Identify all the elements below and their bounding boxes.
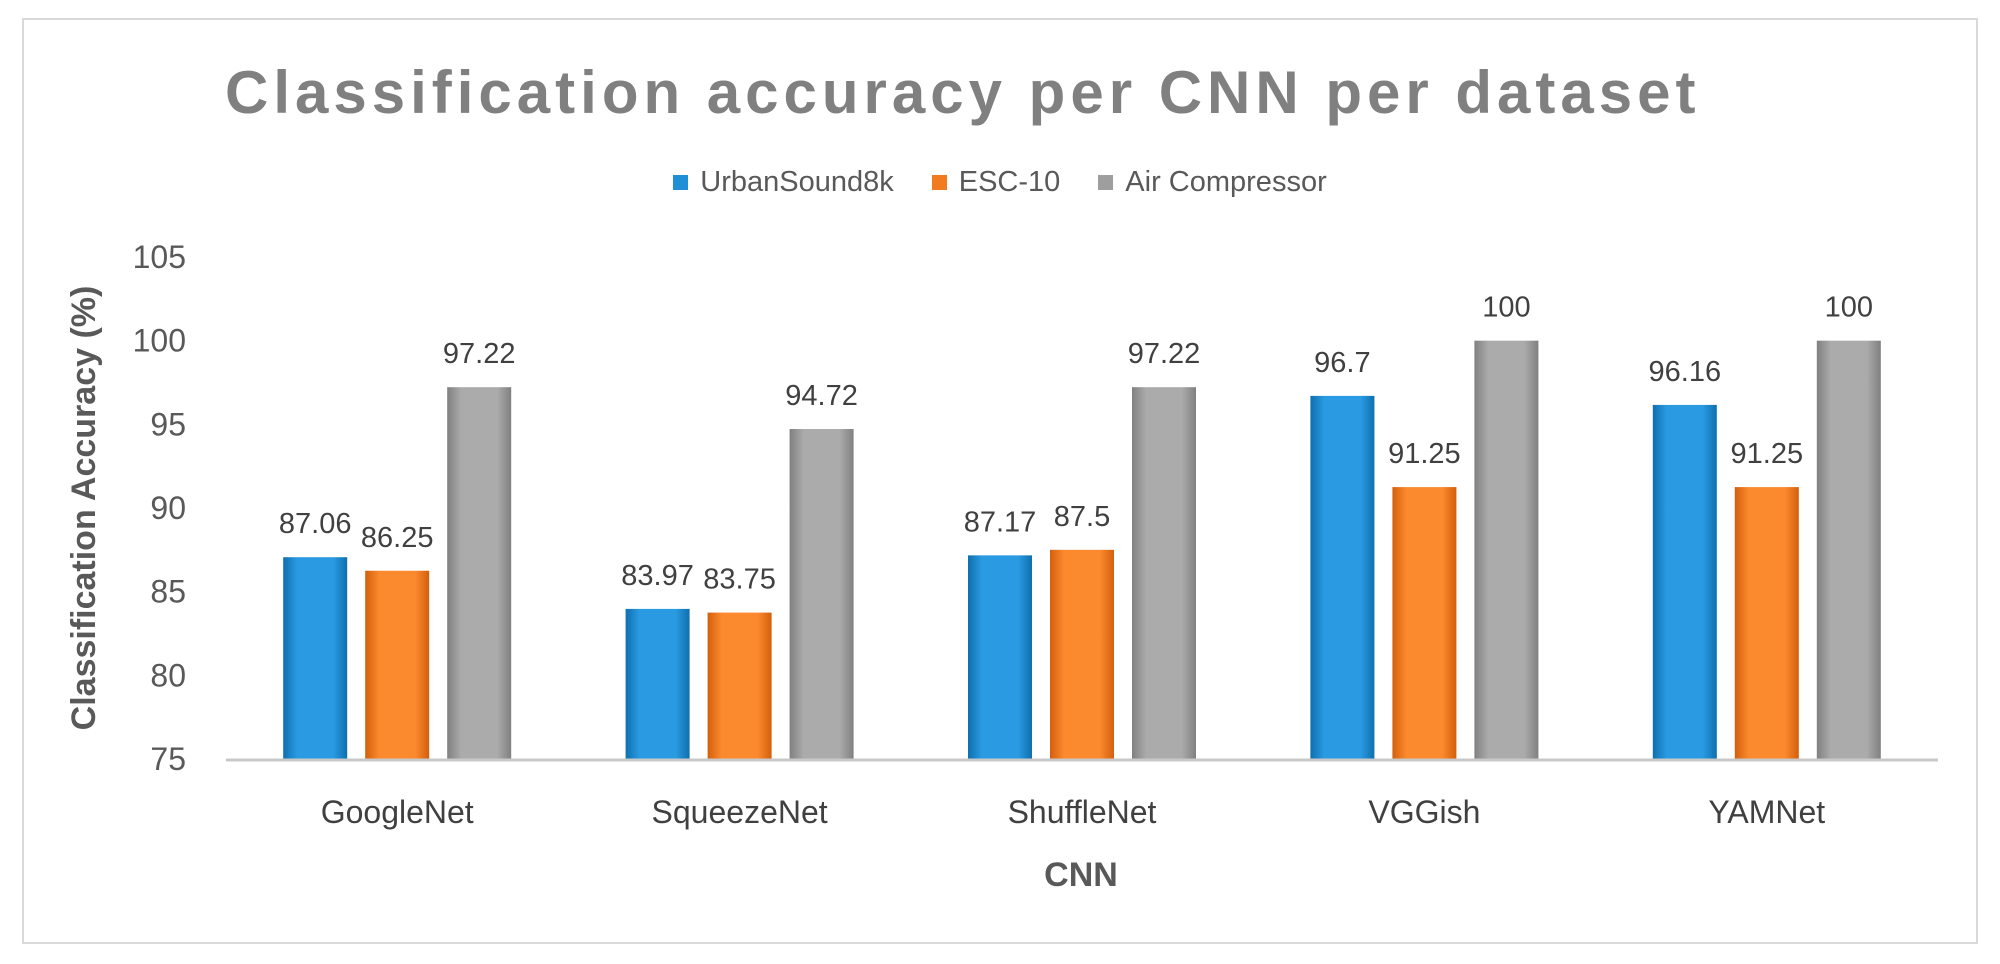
data-label-googlenet-esc-10: 86.25 <box>361 522 434 554</box>
data-label-squeezenet-esc-10: 83.75 <box>703 564 776 596</box>
y-tick-label-95: 95 <box>150 406 186 442</box>
x-tick-label-squeezenet: SqueezeNet <box>652 794 828 830</box>
data-label-vggish-air-compressor: 100 <box>1482 292 1530 324</box>
legend: UrbanSound8k ESC-10 Air Compressor <box>0 166 2000 199</box>
data-label-yamnet-urbansound8k: 96.16 <box>1649 356 1722 388</box>
bar-googlenet-urbansound8k <box>283 557 348 759</box>
bar-googlenet-esc-10 <box>365 570 430 759</box>
bar-vggish-esc-10 <box>1392 487 1457 759</box>
data-label-squeezenet-air-compressor: 94.72 <box>785 380 858 412</box>
data-label-shufflenet-air-compressor: 97.22 <box>1128 338 1201 370</box>
data-label-shufflenet-urbansound8k: 87.17 <box>964 506 1037 538</box>
bar-squeezenet-esc-10 <box>707 612 772 759</box>
legend-item-air-compressor: Air Compressor <box>1098 166 1327 199</box>
legend-label-esc10: ESC-10 <box>958 166 1061 198</box>
y-tick-label-80: 80 <box>150 657 186 693</box>
bar-yamnet-esc-10 <box>1734 487 1799 759</box>
data-label-vggish-esc-10: 91.25 <box>1388 438 1461 470</box>
legend-label-urbansound8k: UrbanSound8k <box>700 166 894 198</box>
data-label-yamnet-air-compressor: 100 <box>1825 292 1873 324</box>
y-axis-title: Classification Accuracy (%) <box>65 286 103 731</box>
bar-shufflenet-urbansound8k <box>968 555 1032 759</box>
x-tick-label-googlenet: GoogleNet <box>321 794 474 830</box>
y-tick-label-100: 100 <box>133 323 186 359</box>
bar-yamnet-air-compressor <box>1816 340 1881 759</box>
data-label-googlenet-air-compressor: 97.22 <box>443 338 516 370</box>
y-tick-label-90: 90 <box>150 490 186 526</box>
data-label-squeezenet-urbansound8k: 83.97 <box>621 560 694 592</box>
x-tick-label-shufflenet: ShuffleNet <box>1008 794 1157 830</box>
data-label-vggish-urbansound8k: 96.7 <box>1314 347 1370 379</box>
x-axis-title: CNN <box>1044 856 1118 894</box>
y-tick-label-85: 85 <box>150 574 186 610</box>
data-label-googlenet-urbansound8k: 87.06 <box>279 508 352 540</box>
legend-swatch-urbansound8k <box>673 175 689 190</box>
bar-shufflenet-air-compressor <box>1132 387 1196 759</box>
x-tick-label-vggish: VGGish <box>1368 794 1480 830</box>
legend-item-urbansound8k: UrbanSound8k <box>673 166 894 199</box>
bar-vggish-urbansound8k <box>1310 395 1375 759</box>
legend-label-air-compressor: Air Compressor <box>1125 166 1327 198</box>
y-tick-label-75: 75 <box>150 741 186 777</box>
legend-swatch-air-compressor <box>1098 175 1114 190</box>
bar-googlenet-air-compressor <box>447 387 512 759</box>
data-label-shufflenet-esc-10: 87.5 <box>1054 501 1110 533</box>
bar-vggish-air-compressor <box>1474 340 1539 759</box>
bar-yamnet-urbansound8k <box>1652 404 1717 759</box>
x-tick-label-yamnet: YAMNet <box>1708 794 1825 830</box>
data-label-yamnet-esc-10: 91.25 <box>1731 438 1804 470</box>
legend-item-esc10: ESC-10 <box>931 166 1061 199</box>
chart-frame <box>22 18 1978 944</box>
chart-title: Classification accuracy per CNN per data… <box>225 59 1701 126</box>
bar-squeezenet-air-compressor <box>789 429 854 759</box>
bar-shufflenet-esc-10 <box>1050 549 1114 759</box>
bar-squeezenet-urbansound8k <box>625 608 690 759</box>
legend-swatch-esc10 <box>931 175 947 190</box>
y-tick-label-105: 105 <box>133 239 186 275</box>
